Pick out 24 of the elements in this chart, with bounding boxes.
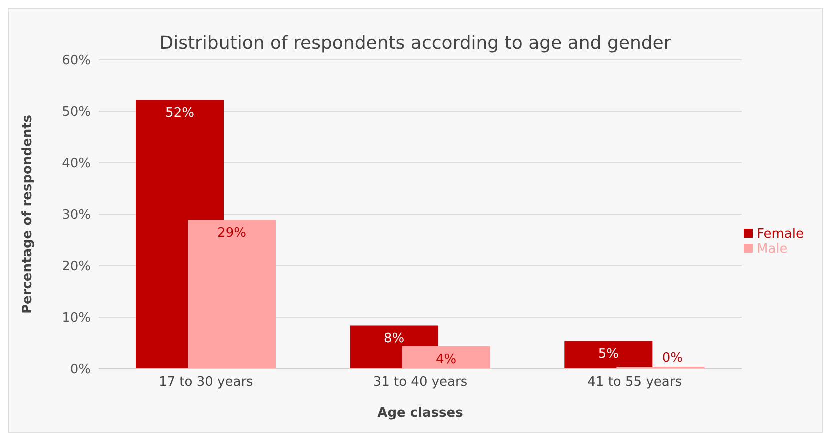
data-label: 8% (384, 332, 405, 347)
data-label: 29% (218, 226, 246, 242)
y-tick-label: 10% (62, 311, 91, 326)
y-tick-label: 20% (62, 260, 91, 275)
y-tick-label: 0% (70, 362, 91, 378)
legend-label: Female (756, 226, 804, 242)
bar (402, 346, 490, 369)
data-label: 5% (598, 347, 619, 362)
data-label: 0% (662, 350, 683, 366)
y-tick-label: 40% (62, 156, 91, 172)
y-axis-title: Percentage of respondents (20, 114, 36, 314)
bar (564, 341, 653, 369)
y-tick-label: 60% (62, 54, 91, 69)
bar (188, 220, 276, 369)
y-tick-label: 50% (62, 105, 91, 120)
x-axis-title: Age classes (378, 406, 464, 421)
y-tick-label: 30% (62, 208, 91, 224)
data-label: 52% (166, 106, 194, 122)
legend-label: Male (756, 242, 788, 256)
x-tick-label: 31 to 40 years (373, 375, 468, 390)
x-tick-label: 17 to 30 years (159, 375, 254, 390)
x-tick-label: 41 to 55 years (588, 375, 682, 390)
chart-title: Distribution of respondents according to age and gender (158, 32, 672, 54)
data-label: 4% (436, 352, 457, 368)
